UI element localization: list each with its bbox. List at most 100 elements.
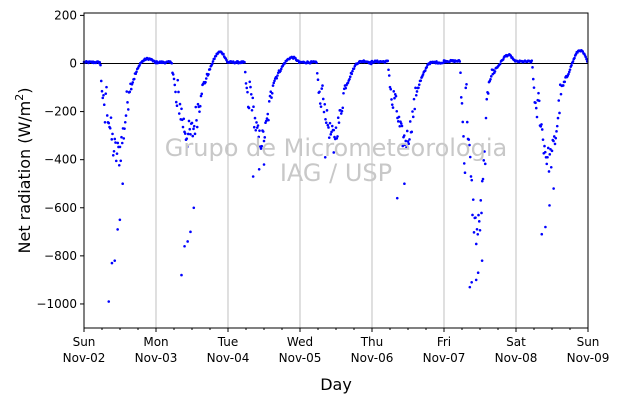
x-tick-date: Nov-06 — [351, 351, 394, 365]
data-point — [114, 141, 117, 144]
data-point — [118, 218, 122, 222]
data-point — [188, 127, 192, 131]
data-point — [421, 73, 425, 76]
data-point — [110, 138, 114, 141]
data-point — [192, 206, 196, 210]
data-point — [250, 108, 254, 112]
data-point — [204, 77, 208, 80]
data-point — [318, 90, 321, 94]
data-point — [483, 162, 487, 166]
y-tick-label: 200 — [54, 8, 77, 22]
data-point — [111, 153, 115, 157]
data-point — [540, 123, 543, 126]
data-point — [327, 126, 330, 129]
data-point — [261, 130, 265, 133]
x-tick-weekday: Mon — [143, 335, 168, 349]
data-point — [253, 116, 257, 120]
data-point — [190, 121, 194, 125]
data-point — [390, 103, 394, 106]
x-tick-date: Nov-03 — [135, 351, 178, 365]
data-point — [351, 69, 354, 73]
data-point — [531, 77, 535, 81]
y-axis-ticks: 200 0 −200 −400 −600 −800 −1000 — [36, 8, 84, 311]
data-point — [324, 117, 327, 121]
data-point — [200, 92, 204, 96]
data-point — [415, 90, 419, 93]
data-point — [399, 122, 403, 125]
data-point — [110, 261, 114, 265]
data-point — [319, 105, 323, 108]
data-point — [132, 77, 136, 81]
data-point — [406, 140, 410, 143]
data-point — [113, 259, 117, 262]
data-point — [323, 155, 327, 159]
data-point — [486, 92, 490, 95]
data-point — [537, 99, 541, 103]
data-point — [255, 121, 258, 124]
data-point — [123, 120, 127, 124]
data-point — [458, 60, 462, 63]
data-point — [207, 72, 210, 76]
data-point — [270, 91, 274, 95]
data-point — [394, 94, 398, 98]
data-point — [102, 103, 106, 106]
data-point — [328, 121, 332, 125]
data-point — [138, 64, 141, 67]
data-point — [320, 87, 324, 90]
data-point — [459, 71, 462, 74]
x-tick-weekday: Sun — [73, 335, 96, 349]
data-point — [480, 259, 484, 262]
data-point — [283, 61, 287, 65]
data-point — [315, 71, 319, 75]
data-point — [321, 97, 325, 101]
data-point — [348, 77, 351, 81]
data-point — [192, 127, 195, 131]
data-point — [567, 72, 570, 76]
data-point — [395, 196, 399, 200]
data-point — [537, 91, 540, 95]
data-point — [213, 57, 216, 61]
data-point — [334, 126, 338, 129]
data-point — [194, 105, 198, 109]
data-point — [544, 225, 547, 229]
data-point — [256, 124, 260, 127]
data-point — [479, 199, 483, 202]
data-point — [561, 84, 565, 87]
data-point — [559, 92, 563, 96]
data-point — [335, 137, 339, 140]
data-point — [180, 107, 183, 111]
data-point — [477, 220, 481, 223]
data-point — [568, 68, 572, 71]
y-tick-label: −1000 — [36, 297, 77, 311]
data-point — [459, 96, 463, 99]
data-point — [262, 139, 266, 143]
data-point — [170, 61, 174, 65]
data-point — [258, 129, 261, 132]
data-point — [411, 110, 414, 113]
x-tick-date: Nov-07 — [423, 351, 466, 365]
data-point — [316, 78, 320, 82]
x-tick-date: Nov-08 — [495, 351, 538, 365]
data-point — [173, 83, 177, 87]
data-point — [481, 177, 485, 181]
data-point — [485, 97, 489, 101]
data-point — [211, 60, 215, 63]
data-point — [476, 232, 480, 236]
data-point — [99, 79, 103, 83]
data-point — [342, 91, 345, 95]
data-point — [315, 61, 318, 64]
data-point — [475, 228, 479, 231]
data-point — [183, 244, 186, 248]
data-point — [471, 213, 474, 217]
data-point — [276, 74, 279, 77]
data-point — [181, 125, 185, 129]
data-point — [126, 101, 129, 104]
data-point — [185, 137, 189, 140]
y-tick-label: 0 — [69, 56, 77, 70]
data-point — [539, 125, 543, 128]
data-point — [172, 77, 176, 81]
data-point — [100, 89, 104, 93]
data-point — [403, 143, 407, 147]
data-point — [329, 133, 333, 136]
data-point — [535, 115, 539, 119]
